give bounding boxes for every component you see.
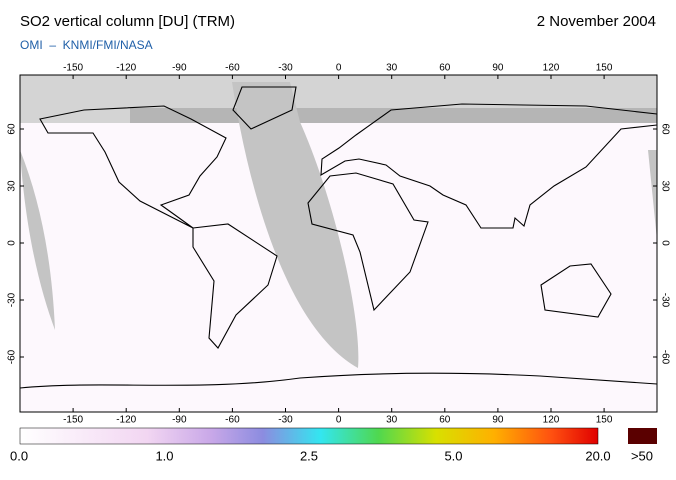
lon-tick-label: -30	[278, 63, 293, 74]
colorbar-label: 20.0	[585, 448, 610, 463]
lon-tick-label: 90	[492, 63, 504, 74]
lon-tick-label: 60	[439, 63, 451, 74]
subtitle: OMI – KNMI/FMI/NASA	[20, 38, 153, 52]
colorbar-label: >50	[631, 448, 653, 463]
lat-tick-label: -60	[7, 349, 18, 364]
lat-tick-label: -30	[7, 292, 18, 307]
lon-tick-label: 30	[386, 63, 398, 74]
lon-tick-label: 150	[596, 63, 613, 74]
lon-tick-label: -150	[63, 63, 83, 74]
lon-tick-label: -120	[116, 63, 136, 74]
lat-tick-label: 60	[659, 123, 670, 135]
lon-tick-label: -60	[225, 415, 240, 426]
lat-tick-label: 30	[659, 180, 670, 192]
lon-tick-label: 30	[386, 415, 398, 426]
lon-tick-label: -150	[63, 415, 83, 426]
date: 2 November 2004	[537, 13, 656, 30]
colorbar-overflow	[628, 428, 657, 444]
map	[20, 75, 657, 412]
colorbar-label: 5.0	[444, 448, 462, 463]
title: SO2 vertical column [DU] (TRM)	[20, 13, 235, 30]
lat-tick-label: -30	[659, 293, 670, 308]
lon-tick-label: 120	[543, 63, 560, 74]
lat-tick-label: 60	[7, 123, 18, 135]
lon-tick-label: -90	[172, 63, 187, 74]
lat-tick-label: 0	[659, 240, 670, 246]
lon-tick-label: 150	[596, 415, 613, 426]
lon-tick-label: -120	[116, 415, 136, 426]
colorbar-label: 2.5	[300, 448, 318, 463]
lon-tick-label: 0	[336, 415, 342, 426]
lon-tick-label: 60	[439, 415, 451, 426]
lat-tick-label: -60	[659, 350, 670, 365]
lon-tick-label: -60	[225, 63, 240, 74]
colorbar-label: 1.0	[155, 448, 173, 463]
lon-tick-label: -30	[278, 415, 293, 426]
lon-tick-label: 0	[336, 63, 342, 74]
lat-tick-label: 30	[7, 180, 18, 192]
lon-tick-label: 120	[543, 415, 560, 426]
lon-tick-label: -90	[172, 415, 187, 426]
lat-tick-label: 0	[7, 240, 18, 246]
colorbar-label: 0.0	[10, 448, 28, 463]
colorbar	[19, 427, 599, 445]
lon-tick-label: 90	[492, 415, 504, 426]
